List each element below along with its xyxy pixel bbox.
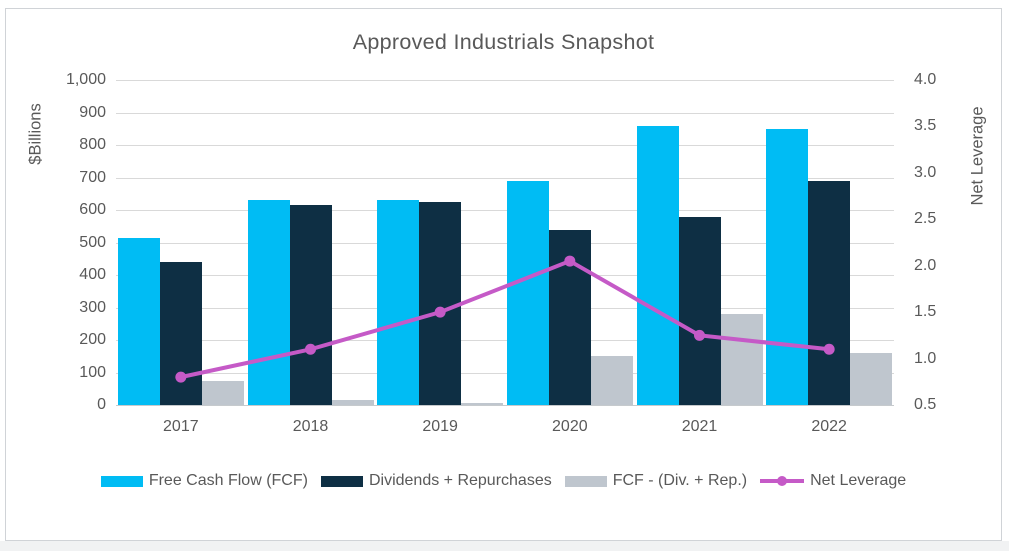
gridline bbox=[116, 145, 894, 146]
left-tick-label: 300 bbox=[79, 298, 106, 316]
x-axis-labels: 2017 2018 2019 2020 2021 2022 bbox=[116, 417, 894, 437]
bar-2021-series2 bbox=[720, 314, 763, 405]
legend-label-3: Net Leverage bbox=[810, 472, 907, 489]
right-tick-label: 4.0 bbox=[914, 71, 937, 88]
gridline bbox=[116, 210, 894, 211]
right-tick-label: 0.5 bbox=[914, 396, 937, 413]
bar-2020-series2 bbox=[590, 356, 633, 405]
right-tick-label: 3.5 bbox=[914, 117, 937, 135]
legend-item-0: Free Cash Flow (FCF) bbox=[100, 472, 308, 490]
left-tick-label: 100 bbox=[79, 363, 106, 381]
gridline bbox=[116, 275, 894, 276]
left-tick-label: 900 bbox=[79, 103, 106, 121]
x-tick-label-2020: 2020 bbox=[552, 418, 588, 435]
net-leverage-line bbox=[180, 258, 830, 380]
bar-2018-series1 bbox=[289, 205, 332, 405]
left-axis-ticks: 1,000 900 800 700 600 500 400 300 200 100 0 bbox=[6, 71, 106, 413]
gridlines-layer bbox=[116, 80, 894, 406]
gridline bbox=[116, 307, 894, 309]
legend-label-2: FCF - (Div. + Rep.) bbox=[612, 472, 748, 489]
bar-2018-series0 bbox=[247, 200, 290, 405]
legend-swatch-1 bbox=[320, 475, 363, 487]
right-tick-label: 3.0 bbox=[914, 163, 937, 181]
left-tick-label: 500 bbox=[79, 233, 106, 251]
left-tick-label: 700 bbox=[79, 168, 106, 186]
x-tick-label-2017: 2017 bbox=[163, 418, 199, 435]
legend-swatch-2 bbox=[564, 475, 607, 487]
page-bottom-strip bbox=[0, 541, 1009, 551]
line-marker-2020 bbox=[564, 255, 576, 267]
bar-2017-series0 bbox=[117, 237, 160, 405]
line-marker-2021 bbox=[694, 329, 705, 341]
bar-2021-series0 bbox=[636, 125, 679, 405]
x-axis-line bbox=[116, 405, 894, 406]
plot-area bbox=[116, 80, 894, 406]
right-axis-ticks: 4.0 3.5 3.0 2.5 2.0 1.5 1.0 0.5 bbox=[914, 71, 974, 413]
gridline bbox=[116, 340, 894, 341]
legend-item-2: FCF - (Div. + Rep.) bbox=[564, 472, 748, 490]
legend-swatch-0 bbox=[100, 475, 143, 487]
right-tick-label: 2.5 bbox=[914, 210, 937, 228]
bar-2022-series1 bbox=[808, 180, 851, 405]
x-tick-label-2021: 2021 bbox=[681, 418, 718, 435]
gridline bbox=[116, 112, 894, 114]
gridline bbox=[116, 177, 894, 179]
legend: Free Cash Flow (FCF) Dividends + Repurcha… bbox=[6, 470, 1001, 492]
chart-card: Approved Industrials Snapshot $Billions … bbox=[5, 8, 1002, 541]
right-tick-label: 1.5 bbox=[914, 303, 937, 321]
line-marker-2017 bbox=[175, 371, 187, 383]
line-layer bbox=[175, 255, 835, 383]
legend-label-0: Free Cash Flow (FCF) bbox=[148, 472, 308, 489]
bar-2022-series0 bbox=[766, 128, 809, 405]
left-tick-label: 400 bbox=[79, 266, 106, 283]
right-tick-label: 1.0 bbox=[914, 349, 937, 367]
bar-2019-series0 bbox=[377, 200, 420, 405]
line-marker-2022 bbox=[823, 343, 835, 355]
x-tick-label-2019: 2019 bbox=[422, 418, 458, 435]
left-tick-label: 0 bbox=[97, 396, 106, 413]
bar-2019-series1 bbox=[419, 201, 462, 405]
bars-layer bbox=[116, 80, 894, 405]
legend-item-3: Net Leverage bbox=[760, 472, 906, 490]
bar-2020-series0 bbox=[506, 180, 549, 405]
gridline bbox=[116, 372, 894, 374]
bar-2018-series2 bbox=[331, 400, 374, 405]
line-marker-2018 bbox=[305, 343, 316, 355]
legend-label-1: Dividends + Repurchases bbox=[368, 472, 552, 489]
left-tick-label: 800 bbox=[79, 136, 106, 153]
bar-2019-series2 bbox=[461, 403, 504, 405]
bar-2017-series2 bbox=[201, 380, 244, 405]
line-marker-2019 bbox=[434, 306, 446, 318]
x-tick-label-2022: 2022 bbox=[811, 418, 847, 435]
left-tick-label: 200 bbox=[79, 331, 106, 348]
bar-2022-series2 bbox=[850, 353, 893, 405]
gridline bbox=[116, 242, 894, 244]
right-tick-label: 2.0 bbox=[914, 256, 937, 274]
gridline bbox=[116, 80, 894, 81]
left-tick-label: 1,000 bbox=[65, 71, 106, 88]
x-tick-label-2018: 2018 bbox=[292, 418, 329, 435]
legend-line-glyph bbox=[760, 476, 805, 486]
left-tick-label: 600 bbox=[79, 201, 106, 218]
chart-title: Approved Industrials Snapshot bbox=[352, 30, 655, 54]
legend-item-1: Dividends + Repurchases bbox=[320, 472, 552, 490]
bar-2021-series1 bbox=[678, 216, 721, 405]
